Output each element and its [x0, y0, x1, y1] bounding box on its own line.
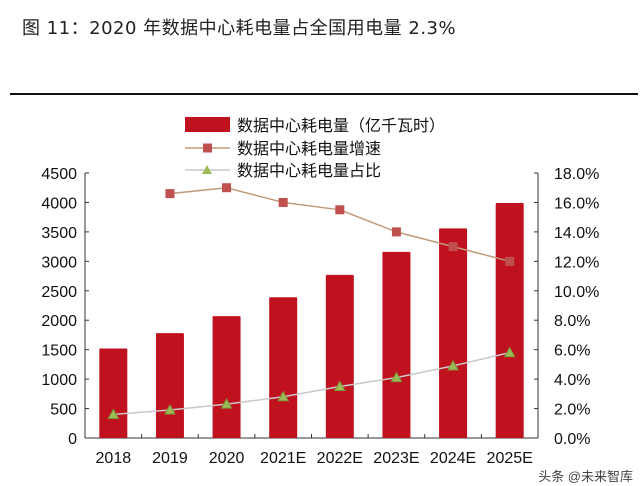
- x-tick-label: 2019: [152, 450, 188, 467]
- right-tick-label: 18.0%: [554, 166, 599, 183]
- x-tick-label: 2018: [96, 450, 132, 467]
- bar: [325, 274, 354, 438]
- triangle-marker: [164, 403, 176, 415]
- triangle-marker: [220, 398, 233, 409]
- legend-label: 数据中心耗电量（亿千瓦时）: [237, 117, 445, 135]
- bar: [155, 333, 184, 438]
- right-tick-label: 4.0%: [554, 372, 590, 389]
- legend-swatch-bar: [185, 117, 230, 132]
- square-marker: [278, 197, 288, 207]
- x-tick-label: 2021E: [260, 450, 306, 467]
- square-marker: [335, 205, 345, 215]
- triangle-marker: [107, 408, 120, 419]
- left-tick-label: 2500: [41, 284, 77, 301]
- right-tick-label: 8.0%: [554, 313, 590, 330]
- x-tick-label: 2020: [209, 450, 245, 467]
- triangle-marker: [447, 359, 459, 371]
- square-marker: [165, 189, 175, 199]
- right-tick-label: 12.0%: [554, 254, 599, 271]
- bar: [269, 297, 298, 438]
- right-tick-label: 10.0%: [554, 284, 599, 301]
- left-tick-label: 3000: [41, 254, 77, 271]
- right-tick-label: 0.0%: [554, 431, 590, 448]
- left-tick-label: 4500: [41, 166, 77, 183]
- x-tick-label: 2024E: [430, 450, 476, 467]
- triangle-marker: [390, 371, 403, 383]
- left-tick-label: 4000: [41, 195, 77, 212]
- square-marker: [391, 227, 401, 237]
- right-tick-label: 2.0%: [554, 402, 590, 419]
- right-tick-label: 16.0%: [554, 195, 599, 212]
- square-marker: [505, 256, 515, 266]
- bar: [382, 251, 411, 438]
- legend-triangle-marker: [202, 165, 212, 174]
- right-tick-label: 14.0%: [554, 225, 599, 242]
- watermark: 头条 @未来智库: [538, 469, 633, 484]
- triangle-marker: [503, 346, 516, 358]
- right-tick-label: 6.0%: [554, 343, 590, 360]
- x-tick-label: 2023E: [373, 450, 419, 467]
- title-rule: [10, 93, 638, 95]
- left-tick-label: 500: [50, 402, 77, 419]
- square-marker: [222, 183, 232, 193]
- legend-square-marker: [203, 143, 212, 153]
- series-line: [113, 351, 510, 416]
- square-marker: [448, 242, 458, 252]
- triangle-marker: [277, 390, 290, 402]
- bar: [439, 228, 468, 438]
- x-tick-label: 2025E: [487, 450, 533, 467]
- bar: [495, 203, 524, 438]
- left-tick-label: 1500: [41, 343, 77, 360]
- left-tick-label: 0: [68, 431, 77, 448]
- bar: [212, 316, 241, 438]
- triangle-marker: [333, 380, 346, 391]
- left-tick-label: 3500: [41, 225, 77, 242]
- left-tick-label: 2000: [41, 313, 77, 330]
- bar: [99, 348, 128, 438]
- figure-title: 图 11：2020 年数据中心耗电量占全国用电量 2.3%: [22, 18, 457, 39]
- x-tick-label: 2022E: [317, 450, 363, 467]
- legend-label: 数据中心耗电量占比: [237, 162, 381, 180]
- left-tick-label: 1000: [41, 372, 77, 389]
- legend-label: 数据中心耗电量增速: [237, 140, 381, 158]
